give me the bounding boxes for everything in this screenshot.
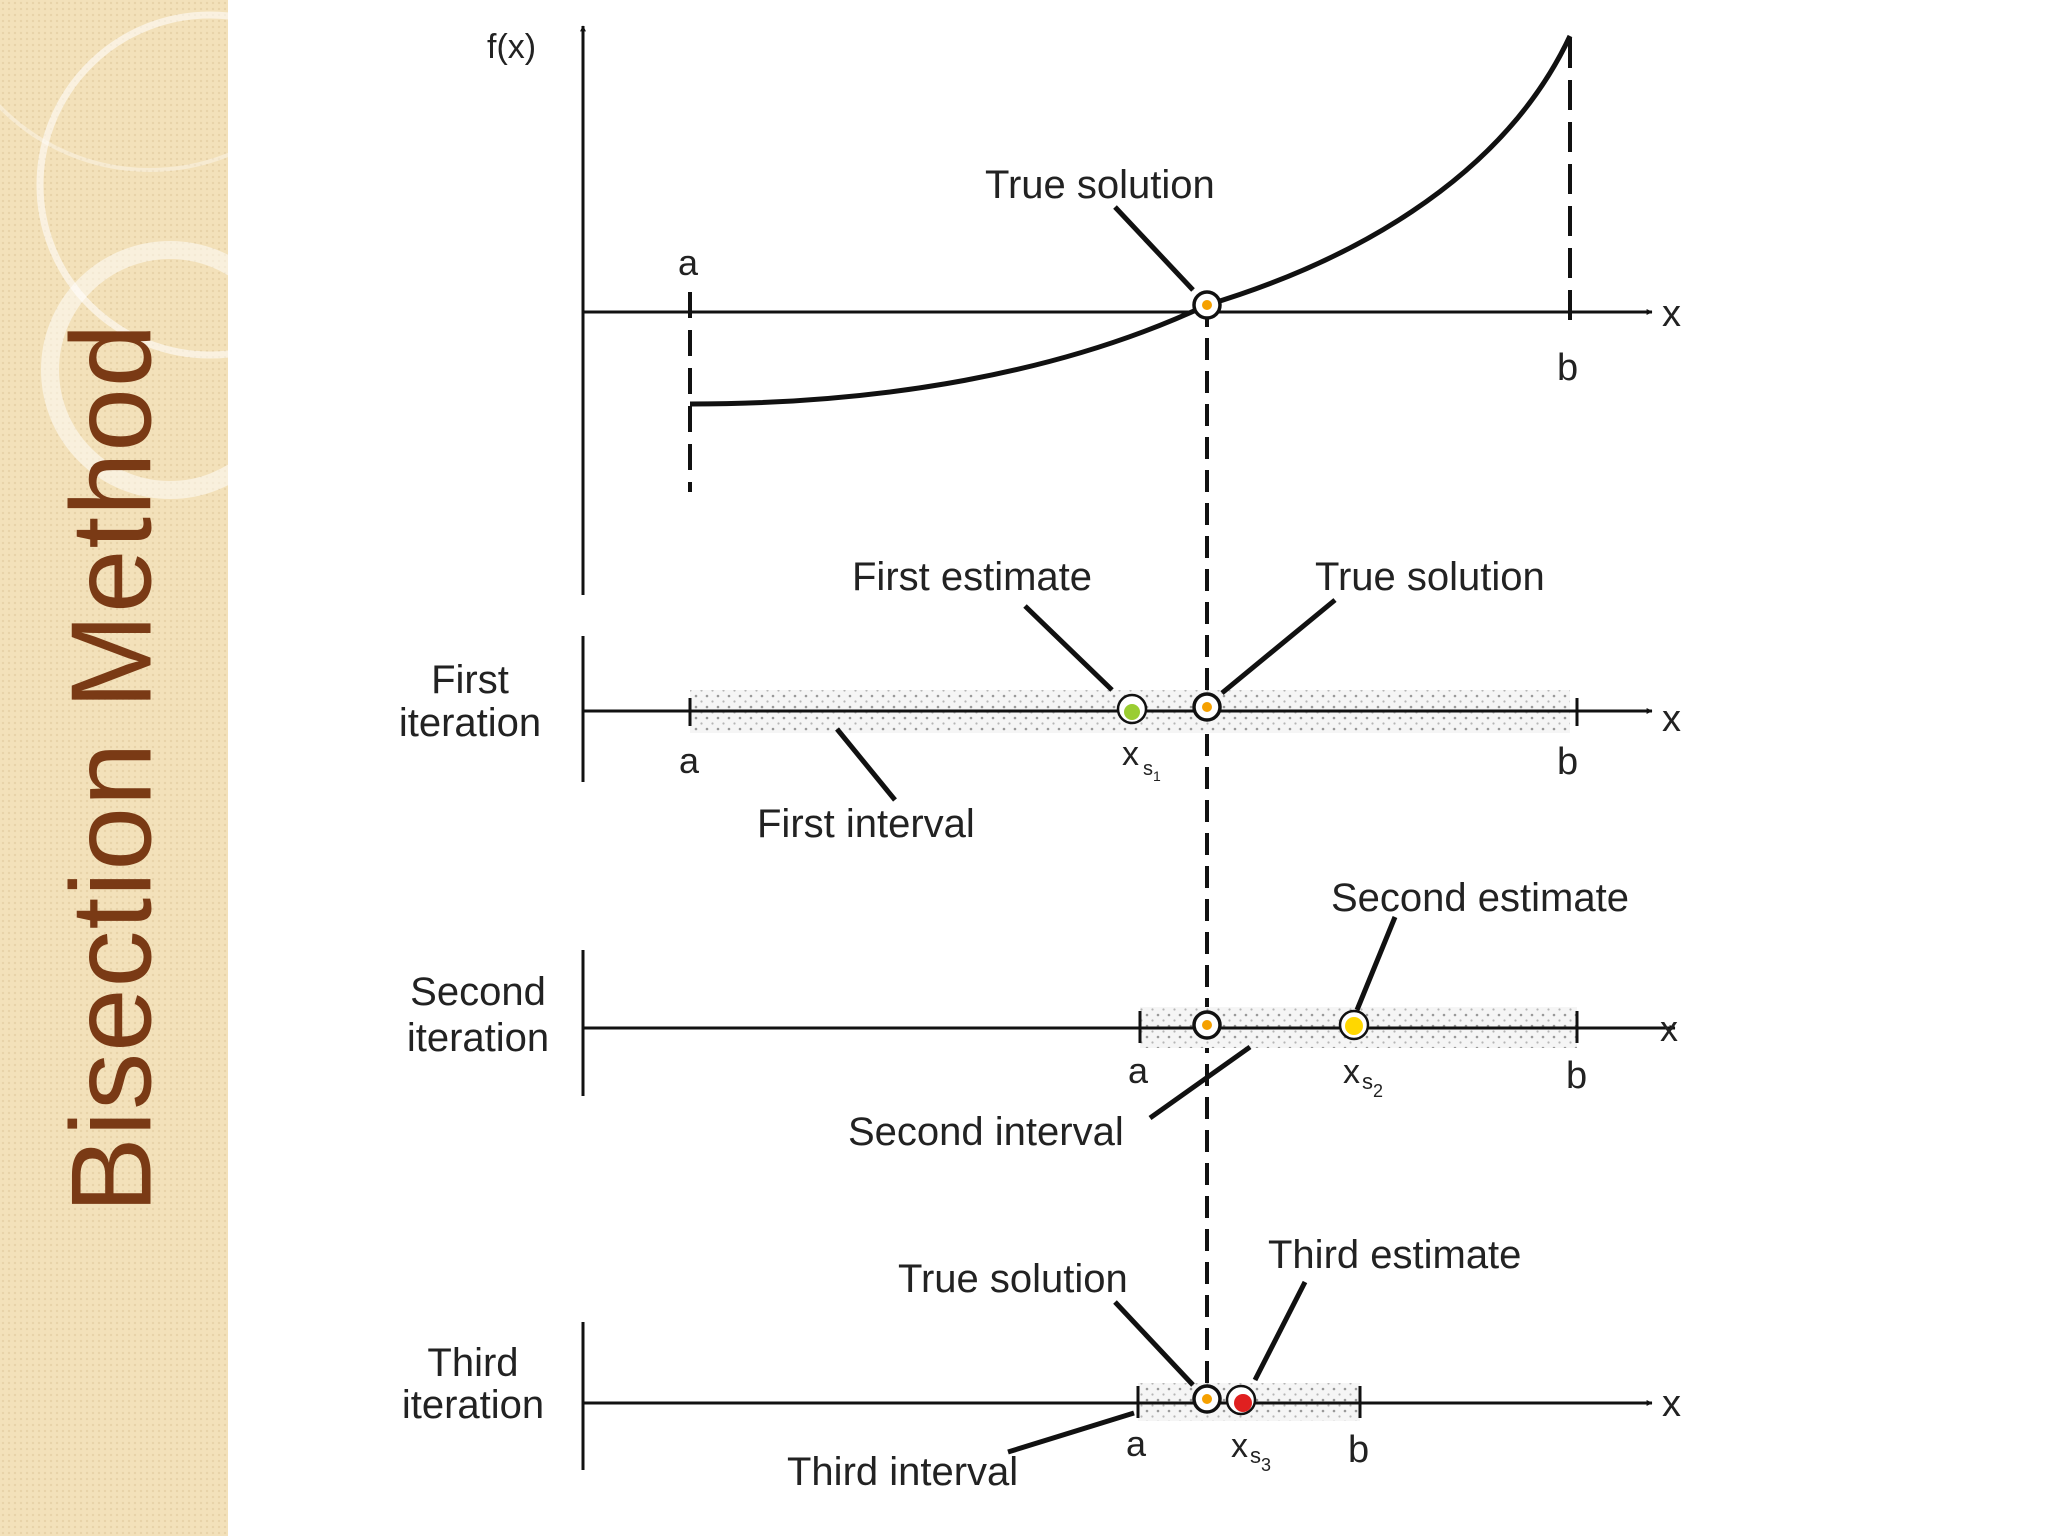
third-estimate-x: x bbox=[1231, 1427, 1248, 1465]
function-graph: f(x) x a b True solution bbox=[487, 25, 1681, 595]
first-interval-label: First interval bbox=[757, 802, 975, 846]
third-estimate-label: Third estimate bbox=[1268, 1233, 1521, 1277]
second-estimate-symbol: xs2 bbox=[1343, 1053, 1383, 1101]
true-solution-label: True solution bbox=[985, 163, 1215, 207]
second-estimate-point bbox=[1338, 1009, 1370, 1041]
first-iteration-x-label: x bbox=[1662, 698, 1681, 740]
second-iteration-row: Second iteration a b x Second estimate S… bbox=[407, 876, 1678, 1154]
first-iteration-label-line2: iteration bbox=[399, 701, 541, 745]
third-iteration-label-line2: iteration bbox=[402, 1383, 544, 1427]
sidebar: Bisection Method bbox=[0, 0, 228, 1536]
second-iteration-label-line2: iteration bbox=[407, 1016, 549, 1060]
third-iteration-label-line1: Third bbox=[427, 1341, 518, 1385]
third-estimate-symbol: xs3 bbox=[1231, 1427, 1271, 1475]
first-iteration-true-solution-point-fill bbox=[1202, 702, 1212, 712]
third-iteration-true-solution-point-fill bbox=[1202, 1394, 1212, 1404]
second-interval-label: Second interval bbox=[848, 1110, 1124, 1154]
b-label: b bbox=[1557, 347, 1578, 389]
third-interval-label: Third interval bbox=[787, 1450, 1018, 1494]
first-iteration-b-label: b bbox=[1557, 741, 1578, 783]
first-iteration-label-line1: First bbox=[431, 658, 509, 702]
third-iteration-x-label: x bbox=[1662, 1383, 1681, 1425]
second-iteration-x-label: x bbox=[1660, 1008, 1678, 1049]
second-estimate-x: x bbox=[1343, 1053, 1360, 1091]
decorative-circles bbox=[0, 11, 228, 499]
second-estimate-point-fill bbox=[1345, 1017, 1363, 1035]
first-estimate-point bbox=[1116, 693, 1148, 725]
second-interval-pointer bbox=[1148, 1044, 1252, 1121]
first-estimate-index: 1 bbox=[1153, 768, 1161, 784]
y-axis-label: f(x) bbox=[487, 28, 536, 66]
first-iteration-a-label: a bbox=[679, 740, 700, 781]
third-iteration-true-solution-pointer bbox=[1113, 1300, 1195, 1387]
first-estimate-point-fill bbox=[1124, 704, 1140, 720]
second-iteration-true-solution-point-fill bbox=[1202, 1020, 1212, 1030]
third-iteration-a-label: a bbox=[1126, 1423, 1147, 1464]
third-iteration-true-solution-label: True solution bbox=[898, 1257, 1128, 1301]
third-estimate-point bbox=[1225, 1384, 1257, 1416]
second-estimate-pointer bbox=[1354, 916, 1398, 1011]
second-estimate-label: Second estimate bbox=[1331, 876, 1629, 920]
third-iteration-row: Third iteration a b x True solution Thir… bbox=[402, 1233, 1681, 1494]
second-estimate-index: 2 bbox=[1373, 1081, 1383, 1101]
third-iteration-true-solution-point bbox=[1192, 1384, 1222, 1414]
second-iteration-b-label: b bbox=[1566, 1055, 1587, 1097]
first-iteration-true-solution-label: True solution bbox=[1315, 555, 1545, 599]
third-estimate-pointer bbox=[1252, 1280, 1308, 1382]
third-estimate-point-fill bbox=[1234, 1394, 1252, 1412]
second-iteration-a-label: a bbox=[1128, 1050, 1149, 1091]
second-iteration-true-solution-point bbox=[1192, 1010, 1222, 1040]
first-iteration-true-solution-point bbox=[1192, 692, 1222, 722]
true-solution-point-fill bbox=[1202, 300, 1212, 310]
true-solution-pointer bbox=[1113, 205, 1195, 292]
third-interval-pointer bbox=[1007, 1410, 1135, 1455]
third-estimate-s: s bbox=[1250, 1443, 1261, 1468]
first-estimate-label: First estimate bbox=[852, 555, 1092, 599]
first-iteration-row: First iteration a b x First estimate Tru… bbox=[399, 555, 1681, 846]
first-iteration-true-solution-pointer bbox=[1220, 598, 1337, 695]
first-estimate-symbol: x s1 bbox=[1122, 735, 1161, 784]
third-estimate-index: 3 bbox=[1261, 1455, 1271, 1475]
true-solution-point bbox=[1192, 290, 1222, 320]
x-axis-label: x bbox=[1662, 293, 1681, 335]
first-estimate-x: x bbox=[1122, 735, 1139, 773]
second-estimate-s: s bbox=[1362, 1069, 1373, 1094]
first-estimate-pointer bbox=[1023, 604, 1114, 692]
third-iteration-b-label: b bbox=[1348, 1429, 1369, 1471]
second-iteration-label-line1: Second bbox=[410, 970, 546, 1014]
first-estimate-s: s bbox=[1143, 758, 1153, 780]
a-label: a bbox=[678, 242, 699, 283]
first-interval-pointer bbox=[835, 727, 897, 802]
